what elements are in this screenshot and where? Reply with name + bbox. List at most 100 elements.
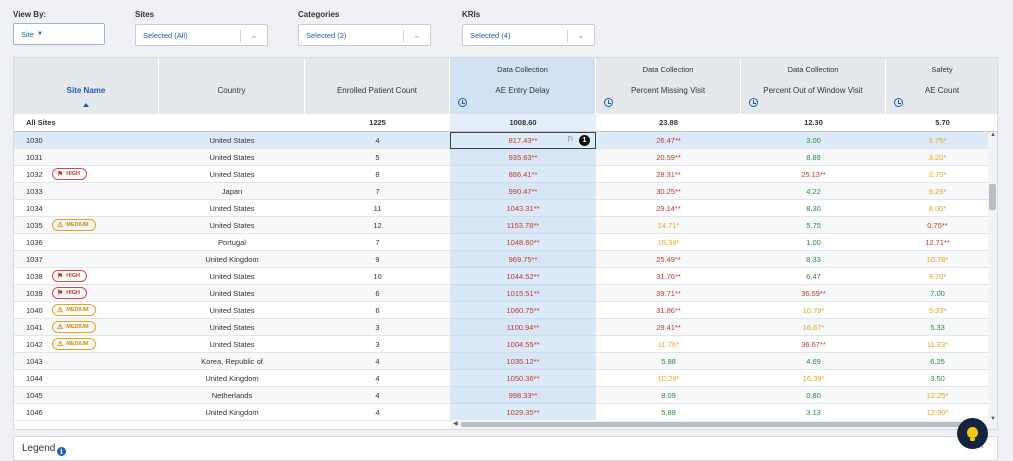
- cell-out-of-window[interactable]: 10.79*: [802, 306, 825, 315]
- cell-ae-entry-delay[interactable]: 1048.60**: [450, 234, 596, 251]
- cell-out-of-window[interactable]: 16.67*: [802, 323, 825, 332]
- cell-enrolled[interactable]: 9: [375, 255, 380, 264]
- cell-ae-entry-delay[interactable]: 990.47**: [450, 183, 596, 200]
- cell-out-of-window[interactable]: 25.13**: [801, 170, 826, 179]
- cell-enrolled[interactable]: 7: [375, 187, 380, 196]
- comment-count-badge[interactable]: 1: [579, 135, 590, 146]
- table-row[interactable]: 1038 United States 10 1044.52** 31.76** 6.47 9…: [14, 268, 989, 285]
- cell-enrolled[interactable]: 3: [375, 340, 380, 349]
- cell-missing-visit[interactable]: 10.29*: [657, 374, 680, 383]
- cell-ae-count[interactable]: 12.00*: [926, 408, 949, 417]
- cell-site-name[interactable]: 1035: [26, 221, 43, 230]
- cell-missing-visit[interactable]: 8.09: [661, 391, 676, 400]
- header-enrolled[interactable]: Enrolled Patient Count: [305, 80, 450, 114]
- cell-country[interactable]: United States: [209, 340, 255, 349]
- history-icon[interactable]: [749, 98, 758, 107]
- cell-country[interactable]: United States: [209, 323, 255, 332]
- cell-ae-entry-delay[interactable]: 1004.55**: [450, 336, 596, 353]
- kris-select[interactable]: Selected (4) ⌄: [462, 24, 595, 46]
- cell-enrolled[interactable]: 12: [373, 221, 382, 230]
- cell-country[interactable]: Netherlands: [211, 391, 253, 400]
- table-row[interactable]: 1034 United States 11 1043.31** 29.14** 8.30 8…: [14, 200, 989, 217]
- cell-country[interactable]: United States: [209, 204, 255, 213]
- cell-country[interactable]: United States: [209, 221, 255, 230]
- cell-missing-visit[interactable]: 11.76*: [657, 340, 680, 349]
- cell-out-of-window[interactable]: 8.30: [806, 204, 821, 213]
- cell-missing-visit[interactable]: 20.59**: [656, 153, 681, 162]
- cell-missing-visit[interactable]: 26.47**: [656, 136, 681, 145]
- cell-site-name[interactable]: 1033: [26, 187, 43, 196]
- cell-ae-entry-delay[interactable]: 886.41**: [450, 166, 596, 183]
- table-row[interactable]: 1044 United Kingdom 4 1050.36** 10.29* 16.39*…: [14, 370, 989, 387]
- cell-ae-entry-delay[interactable]: 1100.94**: [450, 319, 596, 336]
- cell-out-of-window[interactable]: 4.69: [806, 357, 821, 366]
- cell-enrolled[interactable]: 7: [375, 238, 380, 247]
- history-icon[interactable]: [604, 98, 613, 107]
- table-row[interactable]: 1030 United States 4 817.43** 26.47** 3.00 1.7…: [14, 132, 989, 149]
- cell-country[interactable]: United States: [209, 272, 255, 281]
- cell-ae-count[interactable]: 3.50: [930, 374, 945, 383]
- horizontal-scroll-thumb[interactable]: [461, 422, 973, 427]
- cell-ae-count[interactable]: 3.20*: [928, 153, 947, 162]
- scroll-left-icon[interactable]: ◀: [453, 421, 458, 427]
- cell-country[interactable]: United States: [209, 170, 255, 179]
- cell-site-name[interactable]: 1037: [26, 255, 43, 264]
- cell-site-name[interactable]: 1034: [26, 204, 43, 213]
- table-row[interactable]: 1037 United Kingdom 9 969.75** 25.49** 8.33 10…: [14, 251, 989, 268]
- header-country[interactable]: Country: [159, 80, 305, 114]
- cell-ae-entry-delay[interactable]: 1060.75**: [450, 302, 596, 319]
- cell-missing-visit[interactable]: 5.88: [661, 357, 676, 366]
- cell-ae-entry-delay[interactable]: 998.33**: [450, 387, 596, 404]
- cell-site-name[interactable]: 1040: [26, 306, 43, 315]
- header-site-name[interactable]: Site Name: [14, 80, 159, 114]
- cell-site-name[interactable]: 1039: [26, 289, 43, 298]
- cell-missing-visit[interactable]: 25.49**: [656, 255, 681, 264]
- cell-enrolled[interactable]: 5: [375, 153, 380, 162]
- scroll-up-icon[interactable]: ▲: [990, 132, 996, 138]
- cell-missing-visit[interactable]: 29.14**: [656, 204, 681, 213]
- cell-out-of-window[interactable]: 5.75: [806, 221, 821, 230]
- cell-ae-entry-delay[interactable]: 935.63**: [450, 149, 596, 166]
- cell-enrolled[interactable]: 4: [375, 391, 380, 400]
- cell-ae-count[interactable]: 7.00: [930, 289, 945, 298]
- header-ae-entry-delay[interactable]: AE Entry Delay: [450, 80, 596, 114]
- cell-ae-count[interactable]: 1.75*: [928, 136, 947, 145]
- cell-missing-visit[interactable]: 14.71*: [657, 221, 680, 230]
- table-row[interactable]: 1042 United States 3 1004.55** 11.76* 36.67**…: [14, 336, 989, 353]
- cell-ae-entry-delay[interactable]: 817.43**: [508, 136, 538, 145]
- cell-ae-count[interactable]: 10.78*: [926, 255, 949, 264]
- cell-missing-visit[interactable]: 28.31**: [656, 170, 681, 179]
- cell-site-name[interactable]: 1038: [26, 272, 43, 281]
- cell-out-of-window[interactable]: 16.39*: [802, 374, 825, 383]
- table-row[interactable]: 1046 United Kingdom 4 1029.35** 5.88 3.13 12.0…: [14, 404, 989, 421]
- table-row[interactable]: 1045 Netherlands 4 998.33** 8.09 0.80 12.25*: [14, 387, 989, 404]
- cell-enrolled[interactable]: 4: [375, 136, 380, 145]
- cell-enrolled[interactable]: 11: [373, 204, 382, 213]
- cell-ae-entry-delay[interactable]: 969.75**: [450, 251, 596, 268]
- table-row[interactable]: 1040 United States 6 1060.75** 31.86** 10.79*…: [14, 302, 989, 319]
- cell-out-of-window[interactable]: 6.47: [806, 272, 821, 281]
- cell-site-name[interactable]: 1041: [26, 323, 43, 332]
- scroll-down-icon[interactable]: ▼: [990, 416, 996, 422]
- cell-country[interactable]: United States: [209, 136, 255, 145]
- cell-missing-visit[interactable]: 5.88: [661, 408, 676, 417]
- header-ae-count[interactable]: AE Count: [886, 80, 997, 114]
- view-by-select[interactable]: Site ▼: [13, 23, 105, 45]
- cell-out-of-window[interactable]: 0.80: [806, 391, 821, 400]
- header-missing-visit[interactable]: Percent Missing Visit: [596, 80, 741, 114]
- cell-ae-entry-delay[interactable]: 1015.51**: [450, 285, 596, 302]
- cell-missing-visit[interactable]: 29.41**: [656, 323, 681, 332]
- table-row[interactable]: 1041 United States 3 1100.94** 29.41** 16.67*…: [14, 319, 989, 336]
- cell-country[interactable]: United Kingdom: [205, 255, 259, 264]
- cell-missing-visit[interactable]: 39.71**: [656, 289, 681, 298]
- cell-ae-count[interactable]: 9.70*: [928, 272, 947, 281]
- cell-country[interactable]: Korea, Republic of: [201, 357, 263, 366]
- header-out-of-window[interactable]: Percent Out of Window Visit: [741, 80, 886, 114]
- cell-out-of-window[interactable]: 8.89: [806, 153, 821, 162]
- cell-enrolled[interactable]: 10: [373, 272, 382, 281]
- horizontal-scrollbar[interactable]: ◀: [451, 420, 997, 429]
- categories-select[interactable]: Selected (2) ⌄: [298, 24, 431, 46]
- cell-site-name[interactable]: 1045: [26, 391, 43, 400]
- cell-country[interactable]: Japan: [221, 187, 243, 196]
- cell-site-name[interactable]: 1046: [26, 408, 43, 417]
